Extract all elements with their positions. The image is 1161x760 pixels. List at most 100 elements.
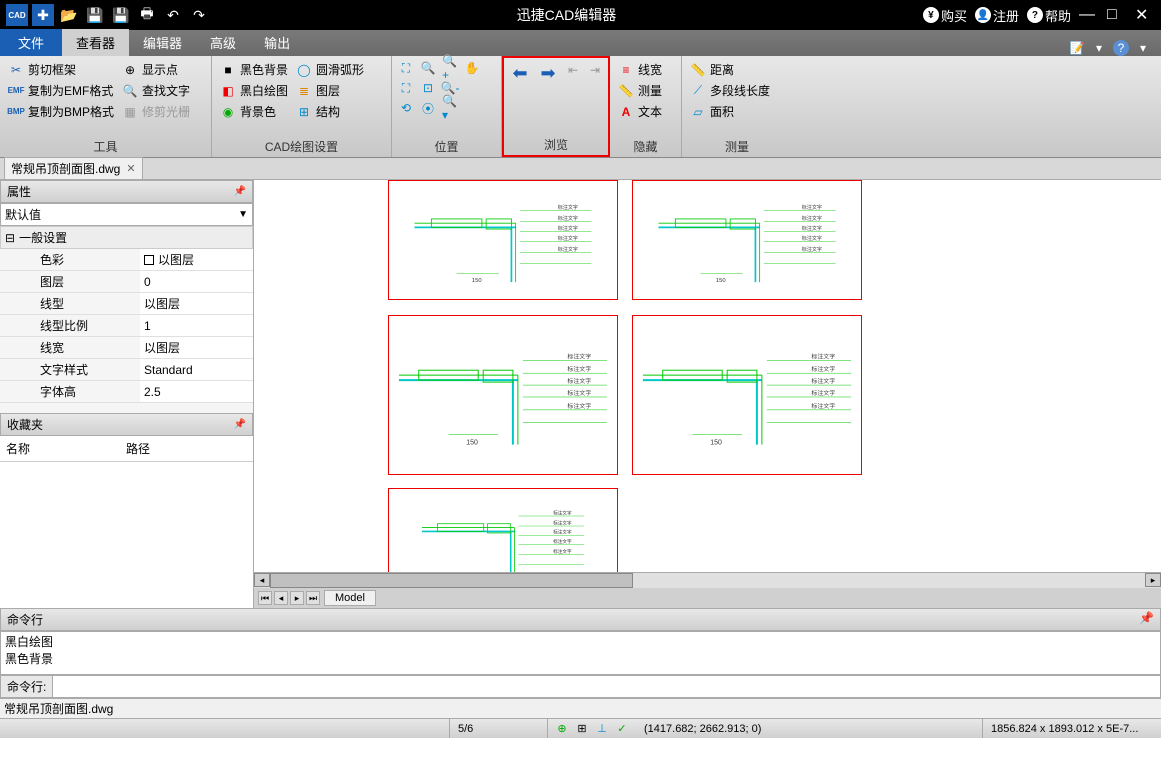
ribbon-group-label: CAD绘图设置 [218,136,385,157]
tab-editor[interactable]: 编辑器 [129,29,196,56]
copy-emf-button[interactable]: EMF复制为EMF格式 [6,81,116,100]
register-button[interactable]: 👤注册 [975,6,1019,25]
trim-raster-button: ▦修剪光栅 [120,102,192,121]
svg-text:标注文字: 标注文字 [553,519,572,526]
scroll-left-icon[interactable]: ◂ [254,573,270,587]
dropdown-icon[interactable]: ▾ [1091,40,1107,56]
polyline-length-button[interactable]: ⟋多段线长度 [688,81,772,100]
redo-icon[interactable]: ↷ [188,4,210,26]
snap-icon[interactable]: ⊕ [554,721,570,737]
show-points-button[interactable]: ⊕显示点 [120,60,192,79]
nav-back-icon[interactable]: ⬅ [509,62,531,84]
tab-output[interactable]: 输出 [250,29,304,56]
zoom-icon[interactable]: 🔍 [420,60,436,76]
cad-detail-view: 标注文字 标注文字 标注文字 标注文字 标注文字 150 [388,488,618,572]
property-row: 字体高2.5 [0,381,253,403]
zoom-scale-icon[interactable]: 🔍▾ [442,100,458,116]
help-button[interactable]: ?帮助 [1027,6,1071,25]
tab-first-icon[interactable]: ⏮ [258,591,272,605]
structure-button[interactable]: ⊞结构 [294,102,366,121]
open-file-icon[interactable]: 📂 [58,4,80,26]
lineweight-button[interactable]: ≡线宽 [616,60,664,79]
pan-icon[interactable]: ✋ [464,60,480,76]
properties-preset-select[interactable]: 默认值▼ [0,203,253,226]
smooth-arc-button[interactable]: ◯圆滑弧形 [294,60,366,79]
favorites-header: 收藏夹 📌 [0,413,253,436]
svg-text:标注文字: 标注文字 [802,246,822,253]
status-extents: 1856.824 x 1893.012 x 5E-7... [983,719,1161,738]
document-tab-close-icon[interactable]: ✕ [126,162,135,175]
property-row: 线型比例1 [0,315,253,337]
document-tab[interactable]: 常规吊顶剖面图.dwg ✕ [4,157,143,180]
zoom-in-icon[interactable]: 🔍+ [442,60,458,76]
command-history: 黑白绘图 黑色背景 [0,631,1161,675]
status-filename: 常规吊顶剖面图.dwg [4,700,113,717]
properties-section[interactable]: ⊟一般设置 [0,226,253,249]
area-button[interactable]: ▱面积 [688,102,772,121]
measure-toggle-button[interactable]: 📏测量 [616,81,664,100]
orbit-icon[interactable]: ⦿ [420,100,436,116]
app-logo-icon: CAD [6,4,28,26]
tab-prev-icon[interactable]: ◂ [274,591,288,605]
zoom-fit-icon[interactable]: ⊡ [420,80,436,96]
text-toggle-button[interactable]: A文本 [616,102,664,121]
help-ribbon-icon[interactable]: ? [1113,40,1129,56]
polar-icon[interactable]: ✓ [614,721,630,737]
clip-frame-button[interactable]: ✂剪切框架 [6,60,116,79]
command-input[interactable] [53,676,1160,697]
collapse-ribbon-icon[interactable]: ▾ [1135,40,1151,56]
bg-color-button[interactable]: ◉背景色 [218,102,290,121]
pin-icon[interactable]: 📌 [1139,611,1154,628]
zoom-window-icon[interactable]: ⛶ [398,60,414,76]
layers-button[interactable]: ≣图层 [294,81,366,100]
ribbon-group-cad: ■黑色背景 ◧黑白绘图 ◉背景色 ◯圆滑弧形 ≣图层 ⊞结构 CAD绘图设置 [212,56,392,157]
tab-viewer[interactable]: 查看器 [62,29,129,56]
undo-icon[interactable]: ↶ [162,4,184,26]
ribbon-group-label: 位置 [398,136,495,157]
drawing-canvas[interactable]: 标注文字 标注文字 标注文字 标注文字 标注文字 150 标注文字 标注文字 标… [254,180,1161,572]
svg-text:标注文字: 标注文字 [811,365,835,373]
tab-next-icon[interactable]: ▸ [290,591,304,605]
model-tab[interactable]: Model [324,590,376,606]
svg-text:标注文字: 标注文字 [811,389,835,397]
svg-text:标注文字: 标注文字 [558,246,578,253]
minimize-icon[interactable]: — [1079,6,1099,24]
pin-icon[interactable]: 📌 [234,419,246,430]
black-bg-button[interactable]: ■黑色背景 [218,60,290,79]
rotate-icon[interactable]: ⟲ [398,100,414,116]
pin-icon[interactable]: 📌 [234,186,246,197]
copy-bmp-button[interactable]: BMP复制为BMP格式 [6,102,116,121]
menubar: 文件 查看器 编辑器 高级 输出 📝 ▾ ? ▾ [0,30,1161,56]
favorites-list[interactable] [0,462,253,608]
style-icon[interactable]: 📝 [1069,40,1085,56]
main-area: 属性 📌 默认值▼ ⊟一般设置 色彩以图层 图层0 线型以图层 线型比例1 线宽… [0,180,1161,608]
nav-forward-icon[interactable]: ➡ [537,62,559,84]
tab-advanced[interactable]: 高级 [196,29,250,56]
ortho-icon[interactable]: ⊥ [594,721,610,737]
maximize-icon[interactable]: □ [1107,6,1127,24]
cad-detail-view: 标注文字 标注文字 标注文字 标注文字 标注文字 150 [388,315,618,475]
horizontal-scrollbar[interactable]: ◂ ▸ [254,572,1161,588]
save-all-icon[interactable]: 💾 [110,4,132,26]
ribbon-group-browse: ⬅ ➡ ⇤ ⇥ 浏览 [502,56,610,157]
distance-button[interactable]: 📏距离 [688,60,772,79]
print-icon[interactable]: 🖶 [136,4,158,26]
bw-draw-button[interactable]: ◧黑白绘图 [218,81,290,100]
tab-last-icon[interactable]: ⏭ [306,591,320,605]
buy-button[interactable]: ¥购买 [923,6,967,25]
new-file-icon[interactable]: ✚ [32,4,54,26]
statusbar: 常规吊顶剖面图.dwg 5/6 ⊕ ⊞ ⊥ ✓ (1417.682; 2662.… [0,698,1161,738]
scroll-right-icon[interactable]: ▸ [1145,573,1161,587]
zoom-extents-icon[interactable]: ⛶ [398,80,414,96]
save-icon[interactable]: 💾 [84,4,106,26]
grid-icon[interactable]: ⊞ [574,721,590,737]
nav-prev-view-icon[interactable]: ⇤ [565,62,581,78]
svg-text:标注文字: 标注文字 [553,538,572,545]
nav-next-view-icon[interactable]: ⇥ [587,62,603,78]
close-icon[interactable]: ✕ [1135,5,1155,25]
svg-text:标注文字: 标注文字 [567,402,591,410]
command-header: 命令行 📌 [0,608,1161,631]
find-text-button[interactable]: 🔍查找文字 [120,81,192,100]
svg-text:标注文字: 标注文字 [553,529,572,536]
file-menu[interactable]: 文件 [0,29,62,56]
